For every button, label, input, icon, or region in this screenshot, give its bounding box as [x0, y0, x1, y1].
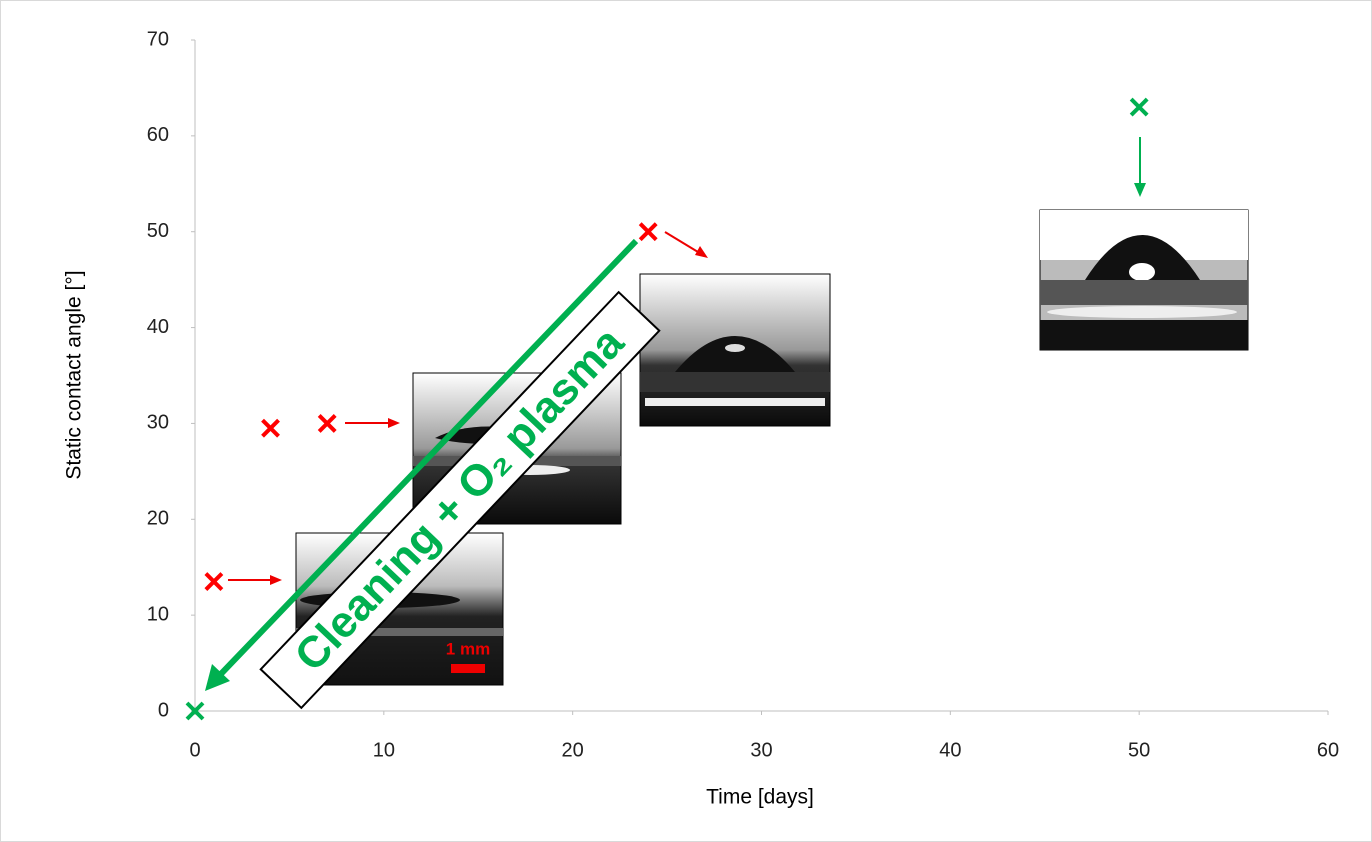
point	[638, 222, 658, 242]
point	[317, 414, 337, 433]
x-tick-label: 40	[939, 739, 961, 761]
point	[185, 701, 205, 721]
x-tick-label: 50	[1128, 739, 1150, 761]
y-tick-label: 40	[147, 316, 169, 338]
y-axis-label: Static contact angle [°]	[63, 270, 86, 479]
x-tick-label: 10	[373, 739, 395, 761]
point	[204, 572, 224, 592]
droplet-image	[1039, 209, 1249, 351]
x-tick-label: 20	[562, 739, 584, 761]
y-tick-label: 50	[147, 220, 169, 242]
x-tick-label: 0	[189, 739, 200, 761]
y-tick-label: 10	[147, 603, 169, 625]
x-axis-label: Time [days]	[706, 786, 814, 809]
x-tick-label: 60	[1317, 739, 1339, 761]
arrow	[1134, 137, 1146, 197]
y-tick-label: 70	[147, 28, 169, 50]
point	[261, 418, 280, 438]
point	[1129, 97, 1149, 117]
y-tick-label: 60	[147, 124, 169, 146]
x-tick-label: 30	[750, 739, 772, 761]
y-tick-label: 30	[147, 412, 169, 434]
droplet-image	[639, 273, 831, 427]
y-tick-label: 20	[147, 508, 169, 530]
scale-bar-label: 1 mm	[446, 639, 490, 658]
arrow	[205, 238, 639, 691]
y-tick-label: 0	[158, 699, 169, 721]
arrow	[228, 231, 708, 585]
